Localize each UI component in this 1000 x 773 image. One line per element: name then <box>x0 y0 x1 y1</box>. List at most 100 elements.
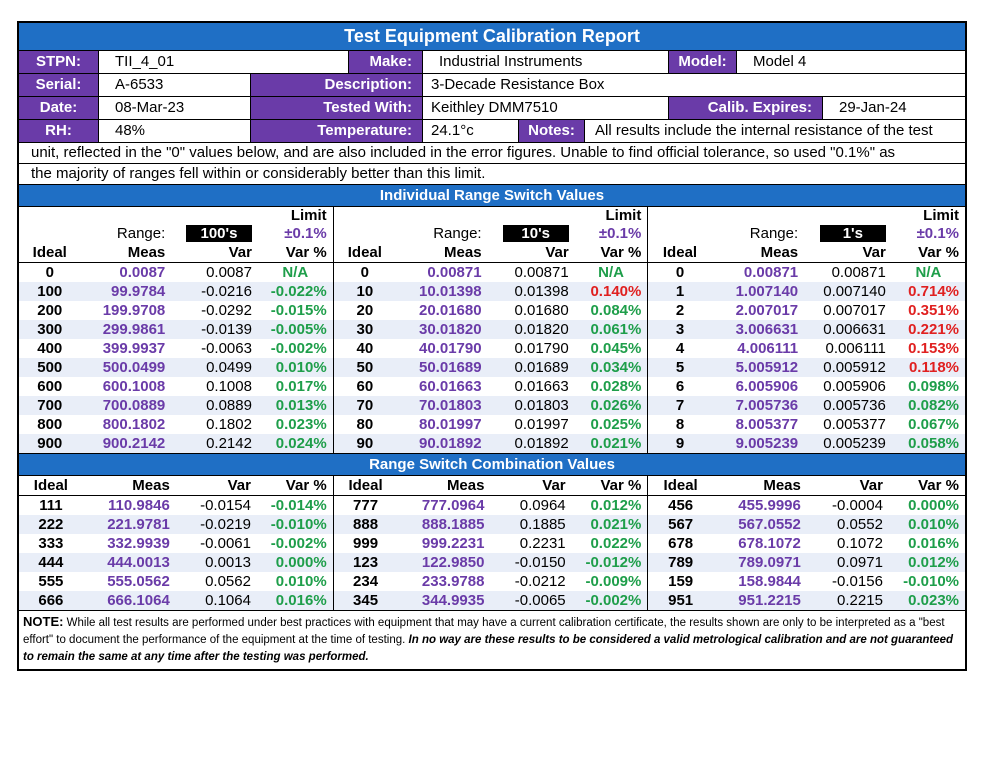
ideal-value: 3 <box>648 320 712 339</box>
ideal-value: 6 <box>675 378 685 395</box>
column-header: Var <box>171 243 258 263</box>
variance-value: 0.0087 <box>206 264 252 281</box>
table-row: 7 7.005736 0.005736 0.082% <box>648 396 965 415</box>
variance-percent: 0.153% <box>908 340 959 357</box>
variance-percent: -0.014% <box>270 497 327 514</box>
measured-value: 233.9788 <box>421 573 485 590</box>
column-header: Var <box>487 243 575 263</box>
ideal-value: 951 <box>648 591 713 610</box>
table-row: 888 888.1885 0.1885 0.021% <box>333 515 648 534</box>
ideal-value: 111 <box>39 497 63 514</box>
column-header: Meas <box>82 476 176 496</box>
variance-value: 0.005912 <box>804 358 892 377</box>
ideal-value: 200 <box>37 302 63 319</box>
range-label: Range: <box>749 225 799 242</box>
spacer-cell <box>334 207 575 224</box>
variance-percent: -0.002% <box>270 340 327 357</box>
variance-percent: 0.010% <box>257 358 334 377</box>
column-header: Var <box>804 243 892 263</box>
ideal-value: 159 <box>668 573 694 590</box>
individual-section-title: Individual Range Switch Values <box>19 185 965 207</box>
measured-value: 0.00871 <box>427 264 482 281</box>
column-header-row: Ideal Meas Var Var % <box>333 243 648 263</box>
measured-value: 122.9850 <box>397 553 491 572</box>
variance-percent: 0.010% <box>888 515 965 534</box>
ideal-value: 678 <box>668 535 694 552</box>
combination-table-2: Ideal Meas Var Var % 456 455.9996 -0.0004 0.000… <box>648 476 965 610</box>
calibration-report: Test Equipment Calibration Report STPN: … <box>17 21 967 671</box>
ideal-value: 600 <box>37 378 63 395</box>
variance-value: 0.005736 <box>804 396 892 415</box>
ideal-value: 100 <box>19 282 81 301</box>
measured-value: 8.005377 <box>735 416 799 433</box>
variance-value: 0.005906 <box>823 378 886 395</box>
variance-percent: 0.045% <box>590 340 642 357</box>
combination-section-title: Range Switch Combination Values <box>19 453 965 476</box>
ideal-value: 777 <box>353 497 379 514</box>
note-emphasis: In no way are these results to be consid… <box>23 634 954 663</box>
variance-percent: 0.067% <box>908 416 959 433</box>
table-row: 567 567.0552 0.0552 0.010% <box>648 515 965 534</box>
measured-value: 777.0964 <box>421 497 485 514</box>
ideal-value: 789 <box>648 553 713 572</box>
table-row: 100 99.9784 -0.0216 -0.022% <box>19 282 334 301</box>
measured-value: 567.0552 <box>712 515 807 534</box>
range-row: Range: 100's ±0.1% <box>19 224 333 243</box>
ideal-value: 4 <box>675 340 685 357</box>
table-row: 8 8.005377 0.005377 0.067% <box>648 415 965 434</box>
column-header: Ideal <box>333 243 397 263</box>
variance-percent: 0.098% <box>908 378 959 395</box>
disclaimer-note: NOTE: While all test results are perform… <box>19 610 965 669</box>
range-value-cell: 1's <box>804 224 892 243</box>
variance-value: -0.0219 <box>175 515 257 534</box>
ideal-value: 0 <box>675 264 685 281</box>
ideal-value: 345 <box>333 591 398 610</box>
variance-percent: -0.005% <box>257 320 334 339</box>
notes-continued-2: the majority of ranges fell within or co… <box>19 164 965 185</box>
tested-with-value: Keithley DMM7510 <box>423 97 669 119</box>
variance-percent: 0.013% <box>257 396 334 415</box>
ideal-value: 444 <box>19 553 83 572</box>
variance-percent: N/A <box>282 264 309 281</box>
measured-value: 500.0499 <box>80 358 172 377</box>
ideal-value: 333 <box>38 535 64 552</box>
note-label: NOTE: <box>23 614 64 629</box>
measured-value: 399.9937 <box>102 340 166 357</box>
variance-percent: 0.012% <box>590 497 642 514</box>
table-row: 70 70.01803 0.01803 0.026% <box>333 396 648 415</box>
ideal-value: 0 <box>360 264 370 281</box>
stpn-value: TII_4_01 <box>99 51 349 73</box>
serial-label: Serial: <box>19 74 99 96</box>
rh-value: 48% <box>99 120 251 142</box>
ideal-value: 567 <box>648 515 713 534</box>
info-row-4: RH: 48% Temperature: 24.1°c Notes: All r… <box>19 120 965 143</box>
variance-percent: 0.016% <box>908 535 959 552</box>
variance-value: 0.0552 <box>806 515 889 534</box>
calib-expires-label: Calib. Expires: <box>669 97 823 119</box>
ideal-value: 666 <box>19 591 83 610</box>
variance-value: -0.0061 <box>200 535 251 552</box>
ideal-value: 300 <box>19 320 81 339</box>
variance-value: 0.2215 <box>806 591 889 610</box>
info-row-1: STPN: TII_4_01 Make: Industrial Instrume… <box>19 51 965 74</box>
range-value-cell: 10's <box>488 224 575 243</box>
variance-value: 0.2142 <box>171 434 258 453</box>
table-row: 800 800.1802 0.1802 0.023% <box>19 415 333 434</box>
measured-value: 800.1802 <box>102 416 166 433</box>
variance-value: 0.1008 <box>206 378 252 395</box>
column-header: Var % <box>891 243 965 263</box>
table-row: 500 500.0499 0.0499 0.010% <box>19 358 334 377</box>
table-row: 555 555.0562 0.0562 0.010% <box>19 572 333 591</box>
temperature-label: Temperature: <box>251 120 423 142</box>
report-title: Test Equipment Calibration Report <box>19 23 965 51</box>
description-value: 3-Decade Resistance Box <box>431 76 605 93</box>
variance-value: -0.0150 <box>490 553 572 572</box>
table-row: 777 777.0964 0.0964 0.012% <box>334 496 648 516</box>
notes-label: Notes: <box>519 120 585 142</box>
individual-table-2: Limit Range: 1's ±0.1% Ideal Meas Var Var % 0 0.0… <box>648 207 965 453</box>
ideal-value: 90 <box>333 434 397 453</box>
ideal-value: 20 <box>356 302 374 319</box>
measured-value: 80.01997 <box>419 416 482 433</box>
table-row: 951 951.2215 0.2215 0.023% <box>648 591 965 610</box>
notes-text: All results include the internal resista… <box>595 122 933 139</box>
